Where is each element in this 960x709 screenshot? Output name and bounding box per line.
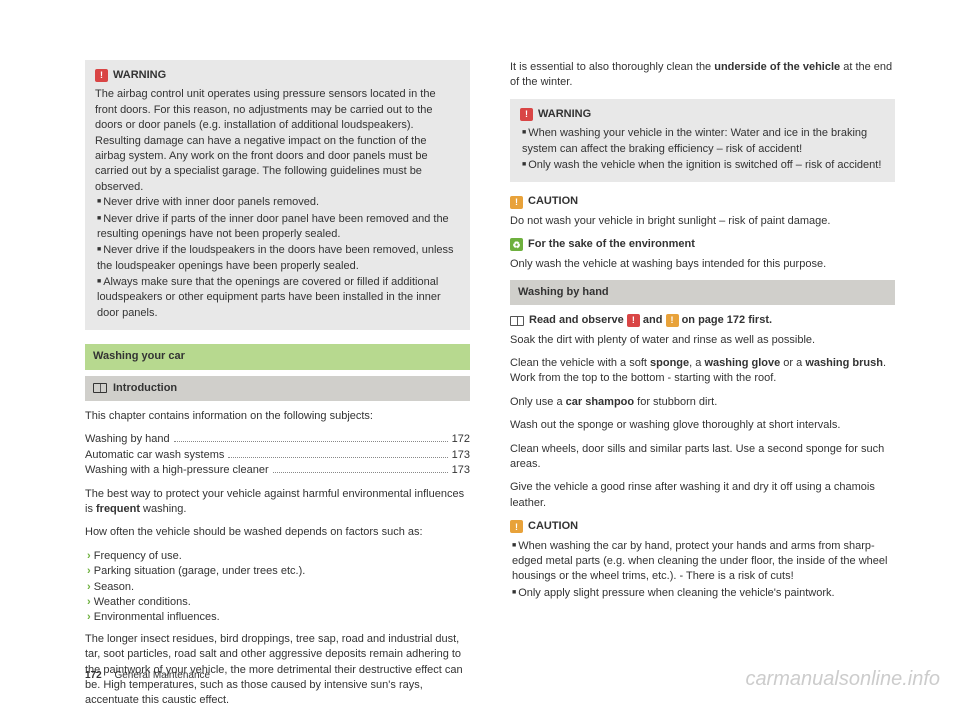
environment-body: Only wash the vehicle at washing bays in… (510, 257, 895, 272)
warning-title: WARNING (113, 68, 166, 83)
toc-dots (174, 441, 448, 442)
text-bold: washing brush (805, 357, 883, 369)
warning-list: Never drive with inner door panels remov… (95, 195, 460, 321)
page-number: 172 (85, 670, 102, 681)
text: Only use a (510, 396, 566, 408)
watermark: carmanualsonline.info (745, 665, 940, 693)
recycle-icon: ♻ (510, 238, 523, 251)
text: on page 172 first. (682, 314, 772, 326)
caution-body: Do not wash your vehicle in bright sunli… (510, 214, 895, 229)
toc: Washing by hand 172 Automatic car wash s… (85, 432, 470, 478)
warning-header: ! WARNING (95, 68, 460, 83)
caution-header: ! CAUTION (510, 194, 895, 209)
text: and (643, 314, 666, 326)
para-howoften: How often the vehicle should be washed d… (85, 525, 470, 540)
para-washout: Wash out the sponge or washing glove tho… (510, 418, 895, 433)
text: It is essential to also thoroughly clean… (510, 61, 714, 73)
toc-title: Automatic car wash systems (85, 448, 224, 463)
warning-box: ! WARNING The airbag control unit operat… (85, 60, 470, 330)
list-item: Never drive if parts of the inner door p… (97, 212, 460, 243)
warning-icon: ! (520, 108, 533, 121)
list-item: Environmental influences. (87, 610, 470, 625)
para-wheels: Clean wheels, door sills and similar par… (510, 442, 895, 473)
list-item: Weather conditions. (87, 595, 470, 610)
list-item: When washing your vehicle in the winter:… (522, 126, 885, 157)
left-column: ! WARNING The airbag control unit operat… (85, 60, 470, 640)
subsection-intro: Introduction (85, 376, 470, 401)
page-footer: 172 General Maintenance (85, 669, 210, 683)
warning-box-2: ! WARNING When washing your vehicle in t… (510, 99, 895, 183)
toc-title: Washing with a high-pressure cleaner (85, 463, 269, 478)
warning-icon: ! (627, 314, 640, 327)
text: , a (689, 357, 704, 369)
page-content: ! WARNING The airbag control unit operat… (0, 0, 960, 680)
caution-title: CAUTION (528, 194, 578, 209)
book-icon (93, 383, 107, 393)
list-item: Never drive if the loudspeakers in the d… (97, 243, 460, 274)
toc-title: Washing by hand (85, 432, 170, 447)
list-item: Only apply slight pressure when cleaning… (512, 586, 895, 601)
para-rinse: Give the vehicle a good rinse after wash… (510, 480, 895, 511)
warning-icon: ! (95, 69, 108, 82)
list-item: Frequency of use. (87, 549, 470, 564)
text: washing. (140, 503, 186, 515)
para-shampoo: Only use a car shampoo for stubborn dirt… (510, 395, 895, 410)
subsection-washbyhand: Washing by hand (510, 280, 895, 305)
para-soak: Soak the dirt with plenty of water and r… (510, 333, 895, 348)
text-bold: sponge (650, 357, 689, 369)
read-observe: Read and observe ! and ! on page 172 fir… (510, 313, 895, 328)
right-column: It is essential to also thoroughly clean… (510, 60, 895, 640)
caution-icon: ! (666, 314, 679, 327)
caution-header-2: ! CAUTION (510, 519, 895, 534)
toc-dots (273, 472, 448, 473)
text-bold: frequent (96, 503, 140, 515)
toc-row: Washing by hand 172 (85, 432, 470, 447)
list-item: When washing the car by hand, protect yo… (512, 539, 895, 585)
para-sponge: Clean the vehicle with a soft sponge, a … (510, 356, 895, 387)
text: Read and observe (529, 314, 627, 326)
subsection-title: Washing by hand (518, 285, 609, 300)
caution-icon: ! (510, 520, 523, 533)
list-item: Only wash the vehicle when the ignition … (522, 158, 885, 173)
caution-icon: ! (510, 196, 523, 209)
toc-row: Automatic car wash systems 173 (85, 448, 470, 463)
caution-list: When washing the car by hand, protect yo… (510, 539, 895, 602)
footer-title: General Maintenance (114, 670, 210, 681)
section-heading-washing: Washing your car (85, 344, 470, 369)
intro-line: This chapter contains information on the… (85, 409, 470, 424)
warning-list: When washing your vehicle in the winter:… (520, 126, 885, 173)
text: Clean the vehicle with a soft (510, 357, 650, 369)
text: or a (780, 357, 805, 369)
para-underside: It is essential to also thoroughly clean… (510, 60, 895, 91)
warning-body: The airbag control unit operates using p… (95, 87, 460, 195)
book-icon (510, 316, 524, 326)
toc-page: 173 (452, 448, 470, 463)
intro-title: Introduction (113, 381, 177, 396)
warning-header: ! WARNING (520, 107, 885, 122)
para-frequent: The best way to protect your vehicle aga… (85, 487, 470, 518)
factors-list: Frequency of use. Parking situation (gar… (85, 549, 470, 626)
environment-title: For the sake of the environment (528, 237, 695, 252)
toc-row: Washing with a high-pressure cleaner 173 (85, 463, 470, 478)
list-item: Never drive with inner door panels remov… (97, 195, 460, 210)
text: for stubborn dirt. (634, 396, 717, 408)
text-bold: underside of the vehicle (714, 61, 840, 73)
caution-title: CAUTION (528, 519, 578, 534)
warning-title: WARNING (538, 107, 591, 122)
list-item: Always make sure that the openings are c… (97, 275, 460, 321)
text-bold: washing glove (704, 357, 780, 369)
list-item: Parking situation (garage, under trees e… (87, 564, 470, 579)
list-item: Season. (87, 580, 470, 595)
environment-header: ♻ For the sake of the environment (510, 237, 895, 252)
toc-dots (228, 457, 447, 458)
toc-page: 172 (452, 432, 470, 447)
toc-page: 173 (452, 463, 470, 478)
text-bold: car shampoo (566, 396, 634, 408)
